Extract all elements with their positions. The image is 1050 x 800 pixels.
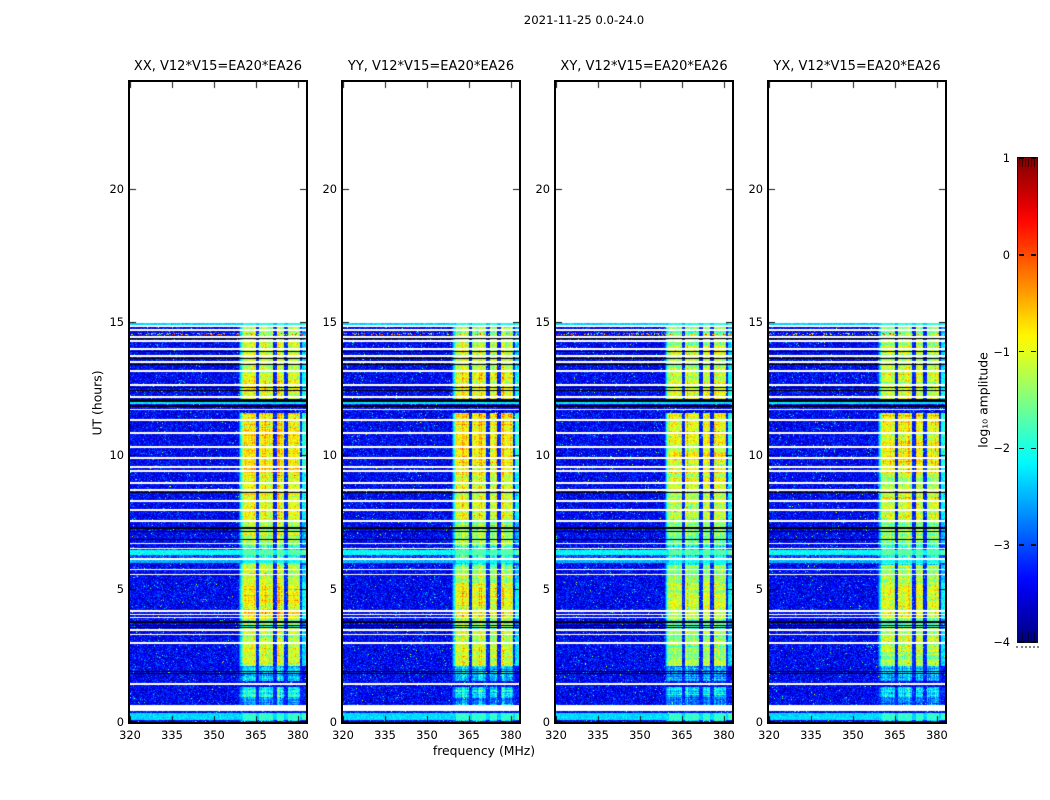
- y-tick-label: 15: [322, 315, 338, 329]
- y-tick-label: 0: [329, 715, 337, 729]
- colorbar-tick: [1018, 350, 1024, 353]
- colorbar-tick: [1018, 544, 1024, 546]
- panel-title: YY, V12*V15=EA20*EA26: [347, 59, 515, 74]
- panel-title: XX, V12*V15=EA20*EA26: [133, 59, 303, 74]
- panel-title: YX, V12*V15=EA20*EA26: [773, 59, 941, 74]
- y-tick-label: 0: [542, 715, 550, 729]
- panel-title: XY, V12*V15=EA20*EA26: [560, 59, 728, 74]
- y-tick-label: 10: [322, 448, 338, 463]
- colorbar-under-dots: [1016, 646, 1039, 648]
- colorbar-tick-label: −2: [993, 441, 1010, 456]
- y-tick-label: 5: [755, 581, 763, 596]
- spectrogram-canvas-yy: [343, 82, 519, 722]
- x-tick-label: 365: [458, 728, 480, 742]
- colorbar-top-hatch: [1019, 159, 1036, 167]
- colorbar-tick-label: −3: [993, 538, 1010, 553]
- y-tick-label: 15: [109, 315, 125, 329]
- x-tick-label: 350: [629, 728, 651, 742]
- colorbar-tick-label: 0: [1002, 247, 1010, 262]
- y-tick-label: 10: [109, 448, 125, 463]
- colorbar-bottom-hatch: [1019, 632, 1036, 641]
- y-tick-label: 10: [748, 448, 764, 463]
- x-tick-label: 380: [926, 728, 948, 742]
- x-tick-label: 380: [500, 728, 522, 742]
- colorbar-tick: [1018, 254, 1024, 256]
- y-tick-label: 10: [535, 448, 551, 463]
- y-tick-label: 5: [329, 581, 337, 596]
- x-tick-label: 380: [713, 728, 735, 742]
- x-tick-label: 365: [671, 728, 693, 742]
- x-tick-label: 350: [842, 728, 864, 742]
- colorbar-tick: [1018, 447, 1024, 450]
- spectrogram-canvas-xx: [130, 82, 306, 722]
- colorbar-tick: [1018, 641, 1024, 643]
- colorbar-gradient: [1017, 157, 1038, 643]
- y-tick-label: 15: [748, 315, 764, 329]
- x-tick-label: 320: [758, 728, 780, 742]
- x-tick-label: 350: [416, 728, 438, 742]
- spectrogram-canvas-xy: [556, 82, 732, 722]
- colorbar-tick-label: −1: [993, 344, 1010, 359]
- y-tick-label: 20: [322, 181, 338, 196]
- x-tick-label: 365: [884, 728, 906, 742]
- spectrogram-canvas-yx: [769, 82, 945, 722]
- y-tick-label: 0: [116, 715, 124, 729]
- colorbar-tick: [1031, 350, 1036, 353]
- colorbar-tick: [1031, 254, 1036, 256]
- y-tick-label: 0: [755, 715, 763, 729]
- colorbar-tick-label: −4: [993, 635, 1010, 649]
- x-tick-label: 365: [245, 728, 267, 742]
- colorbar-tick: [1031, 544, 1036, 546]
- figure-title: 2021-11-25 0.0-24.0: [523, 13, 645, 27]
- y-tick-label: 20: [748, 181, 764, 196]
- colorbar-label: log₁₀ amplitude: [975, 352, 991, 448]
- x-tick-label: 320: [332, 728, 354, 742]
- x-tick-label: 320: [545, 728, 567, 742]
- x-tick-label: 380: [287, 728, 309, 742]
- colorbar-tick-label: 1: [1002, 151, 1010, 165]
- y-axis-label: UT (hours): [89, 370, 105, 436]
- colorbar-tick: [1031, 641, 1036, 643]
- y-tick-label: 5: [542, 581, 550, 596]
- y-tick-label: 5: [116, 581, 124, 596]
- x-tick-label: 335: [800, 728, 822, 742]
- y-tick-label: 15: [535, 315, 551, 329]
- x-tick-label: 335: [587, 728, 609, 742]
- y-tick-label: 20: [109, 181, 125, 196]
- x-tick-label: 320: [119, 728, 141, 742]
- colorbar-tick: [1018, 157, 1024, 159]
- x-tick-label: 335: [161, 728, 183, 742]
- x-tick-label: 350: [203, 728, 225, 742]
- x-tick-label: 335: [374, 728, 396, 742]
- colorbar-tick: [1031, 447, 1036, 450]
- x-axis-label: frequency (MHz): [432, 743, 536, 758]
- colorbar-tick: [1031, 157, 1036, 159]
- y-tick-label: 20: [535, 181, 551, 196]
